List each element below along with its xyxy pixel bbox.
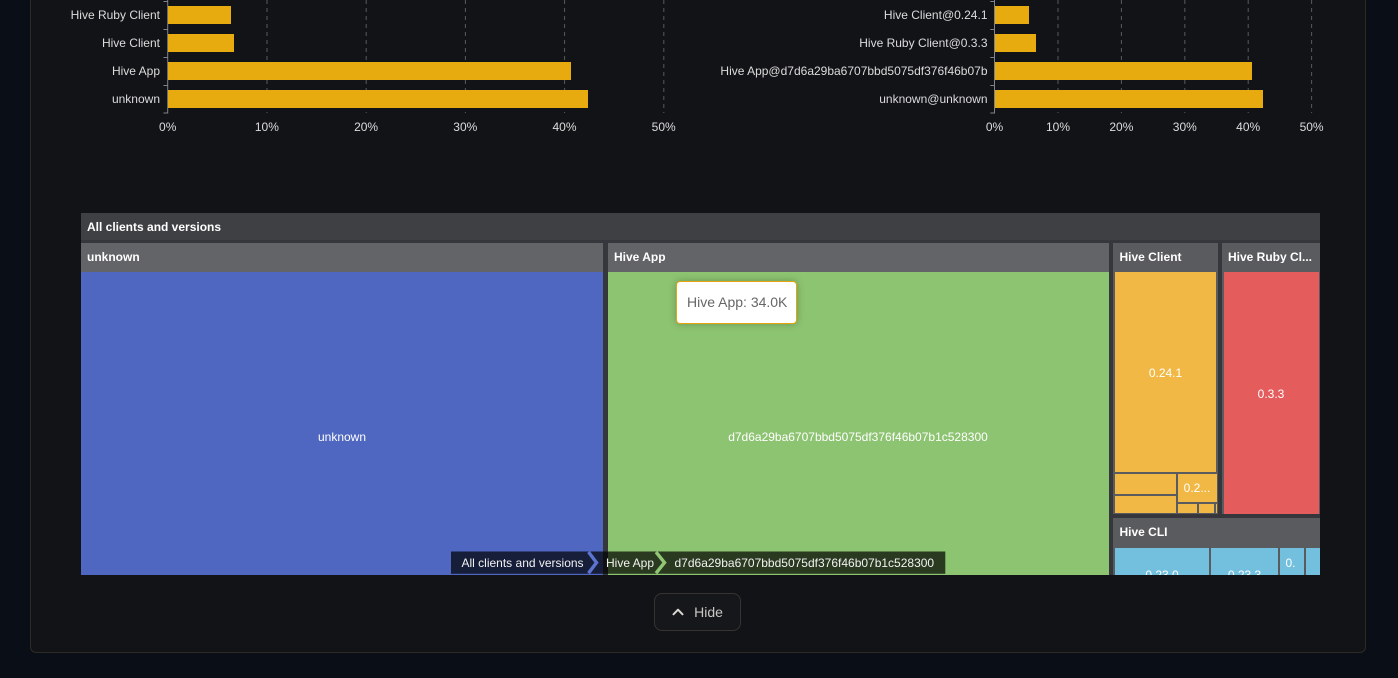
svg-text:Hive App: Hive App [606, 555, 654, 569]
svg-text:All clients and versions: All clients and versions [462, 555, 584, 569]
svg-text:d7d6a29ba6707bbd5075df376f46b0: d7d6a29ba6707bbd5075df376f46b07b1c528300 [675, 555, 935, 569]
